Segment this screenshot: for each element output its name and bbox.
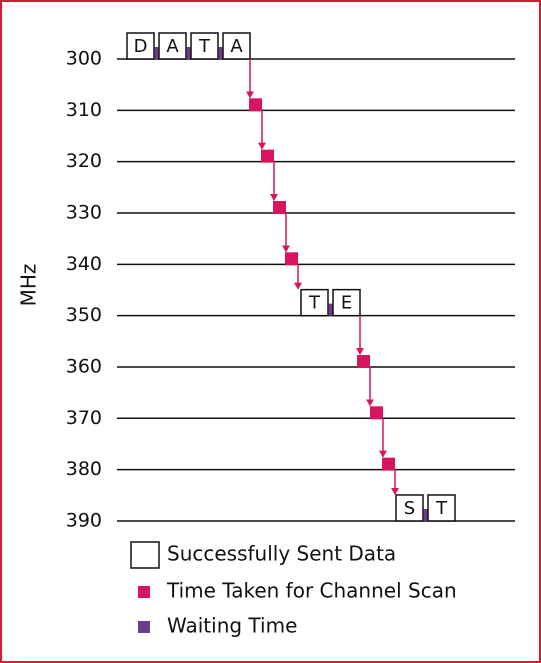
legend-scan	[138, 586, 150, 598]
scan-mark	[249, 98, 262, 112]
data-box	[222, 32, 251, 60]
wait-mark	[218, 47, 223, 59]
tick-label: 330	[66, 201, 102, 223]
legend-label: Time Taken for Channel Scan	[166, 579, 457, 603]
scan-mark	[285, 252, 298, 266]
tick-label: 310	[66, 99, 102, 121]
data-box	[427, 494, 456, 522]
wait-mark	[423, 508, 428, 521]
scan-mark	[357, 354, 370, 368]
data-box	[158, 32, 187, 60]
tick-label: 390	[66, 509, 102, 531]
tick-label: 370	[66, 407, 102, 429]
axis-label: MHz	[17, 264, 41, 307]
data-letter: S	[404, 498, 415, 519]
legend-label: Successfully Sent Data	[167, 542, 396, 566]
tick-label: 300	[66, 48, 102, 70]
data-box	[332, 288, 361, 317]
data-letter: A	[166, 36, 179, 57]
data-box	[190, 32, 219, 60]
data-box	[300, 288, 329, 317]
data-letter: T	[308, 293, 321, 314]
scan-mark	[273, 200, 286, 214]
scan-mark	[382, 457, 395, 471]
tick-label: 350	[66, 304, 102, 326]
data-letter: A	[230, 36, 243, 57]
data-box	[395, 494, 424, 522]
data-letter: E	[341, 293, 352, 314]
data-letter: T	[435, 498, 448, 519]
tick-label: 340	[66, 253, 102, 275]
data-letter: T	[198, 36, 211, 57]
legend-label: Waiting Time	[167, 614, 297, 638]
tick-label: 380	[66, 458, 102, 480]
data-box	[126, 32, 155, 60]
tick-label: 320	[66, 150, 102, 172]
wait-mark	[186, 47, 191, 59]
scan-mark	[370, 406, 383, 420]
legend-box	[130, 541, 160, 569]
data-letter: D	[134, 36, 148, 57]
wait-mark	[154, 47, 159, 59]
tick-label: 360	[66, 355, 102, 377]
legend-wait	[138, 621, 150, 633]
wait-mark	[328, 303, 333, 316]
scan-mark	[261, 149, 274, 163]
